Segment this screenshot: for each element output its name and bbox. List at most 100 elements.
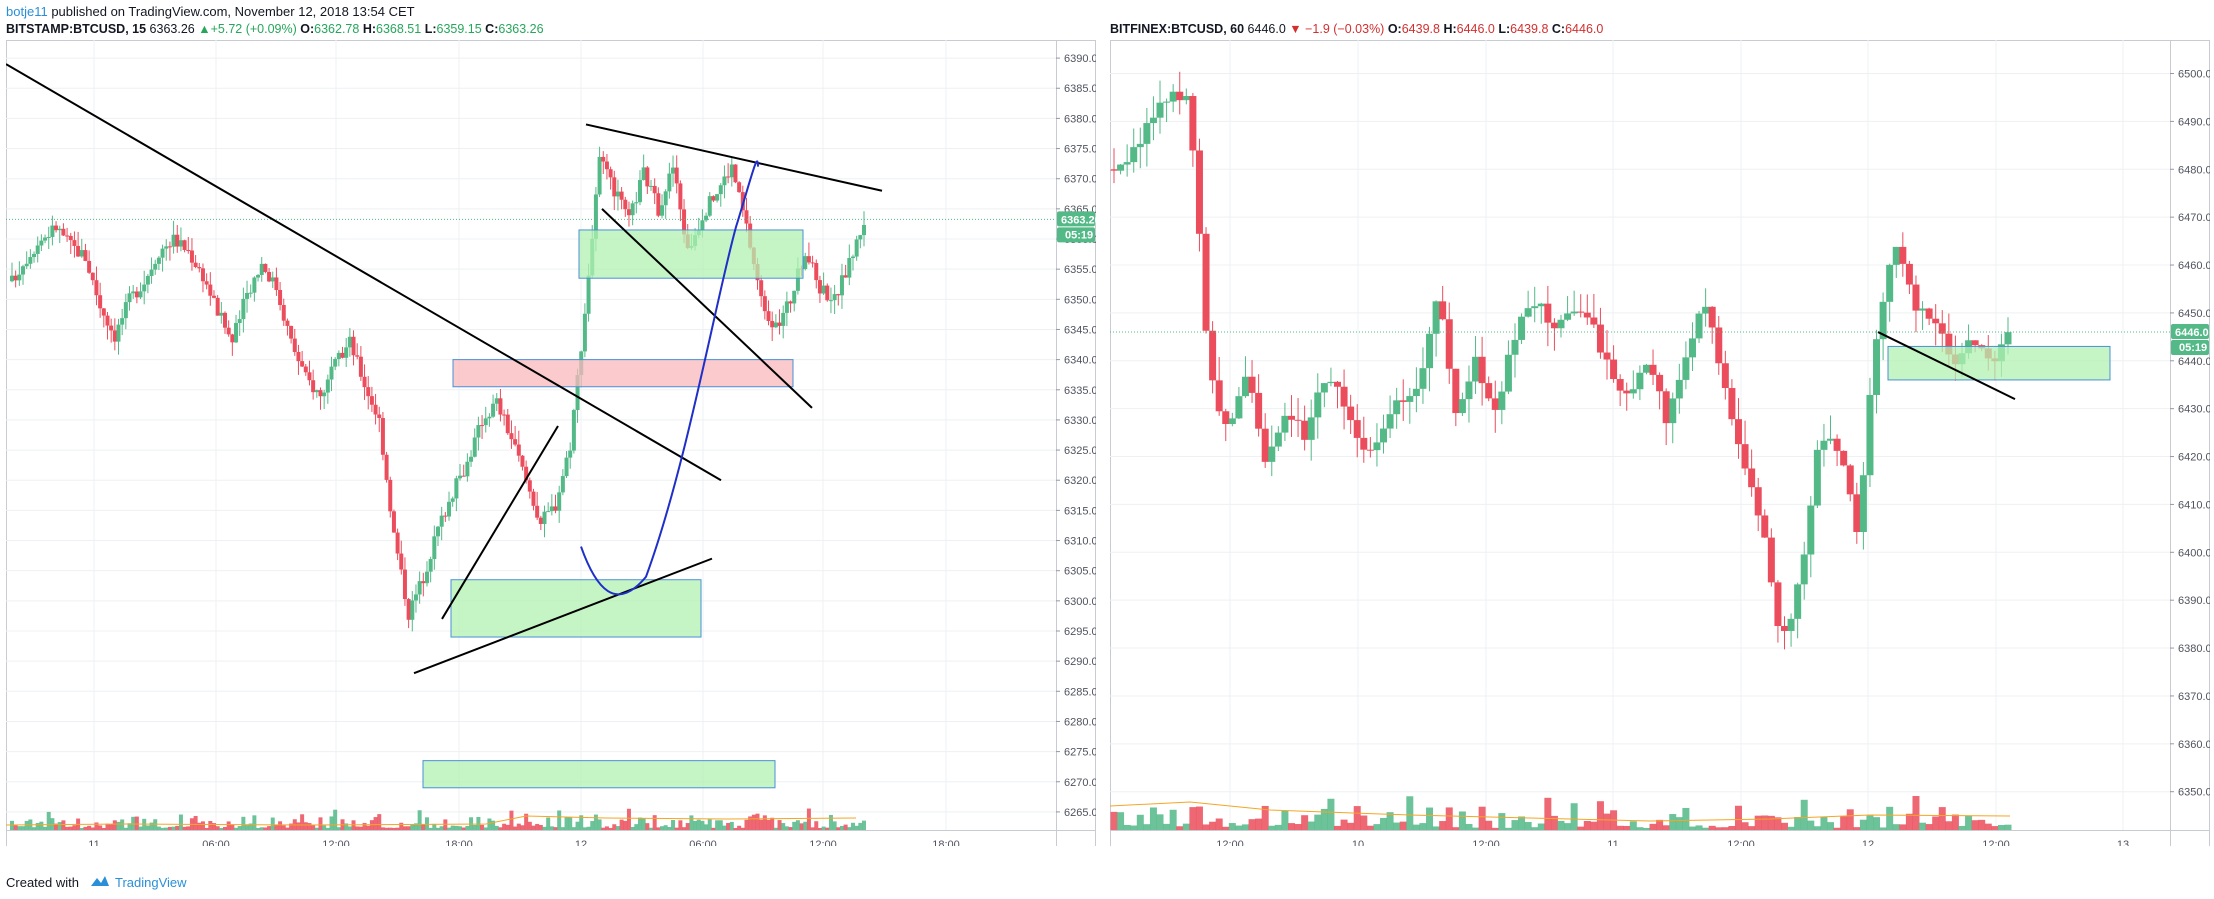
volume-bar [1373,824,1381,830]
volume-bar [1458,811,1466,830]
candle-body [447,501,452,517]
candle-body [546,511,551,513]
candle-body [626,209,631,216]
left-chart-svg[interactable]: 6390.006385.006380.006375.006370.006365.… [6,40,1096,846]
left-low: 6359.15 [436,22,482,36]
candle-body [637,180,642,203]
candle-body [171,234,176,247]
author-link[interactable]: botje11 [6,4,48,19]
volume-bar [1596,801,1604,830]
candle-body [384,454,389,480]
volume-bar [693,820,698,830]
right-chart-svg[interactable]: 6500.0 6490.0 6480.0 6470.0 6460.0 6450.0 6440… [1110,40,2210,846]
volume-bar [1971,820,1979,830]
volume-bar [634,824,639,830]
volume-bar [1564,823,1572,830]
candle-body [792,290,797,304]
volume-bar [788,827,793,830]
volume-bar [424,817,429,830]
countdown-bg [2171,340,2209,356]
volume-bar [1669,814,1677,830]
left-open: 6362.78 [314,22,360,36]
tradingview-brand-link[interactable]: TradingView [114,875,187,890]
volume-bar [487,818,492,830]
candle-body [604,161,609,170]
volume-bar [1938,807,1946,830]
volume-bar [336,827,341,830]
candle-body [149,269,154,276]
candle-body [120,318,125,325]
left-chart-panel[interactable]: 6390.006385.006380.006375.006370.006365.… [6,40,1096,846]
candle-body [237,319,242,324]
candle-body [285,320,290,326]
candle-body [1360,437,1368,450]
tradingview-logo-icon[interactable] [89,874,111,891]
candle-body [399,553,404,570]
candle-body [678,183,683,210]
y-tick-label: 6265.00 [1064,807,1096,819]
candle-body [1439,301,1447,320]
volume-bar [105,823,110,830]
volume-bar [663,825,668,830]
volume-bar [395,827,400,830]
volume-bar [1879,827,1887,830]
candle-body [1807,505,1815,555]
y-tick-label: 6385.00 [1064,83,1096,95]
x-tick-label: 12:00 [1982,839,2010,846]
volume-bar [524,813,529,830]
volume-bar [362,822,367,830]
price-label-bg [2171,324,2209,340]
candle-body [1327,381,1335,384]
volume-bar [186,826,191,830]
candle-body [1485,383,1493,399]
candle-body [358,356,363,377]
candle-body [847,257,852,278]
candle-body [417,581,422,595]
volume-bar [773,827,778,830]
volume-bar [806,808,811,830]
candle-body [1287,415,1295,420]
volume-bar [1570,803,1578,830]
volume-bar [57,822,62,830]
candle-body [10,275,14,282]
volume-bar [535,823,540,830]
volume-bar [564,817,569,830]
candle-body [406,599,411,620]
price-label: 6363.26 [1061,214,1096,226]
candle-body [1465,381,1473,400]
candle-body [557,492,562,511]
candle-body [1445,319,1453,369]
candle-body [777,322,782,326]
candle-body [1511,339,1519,355]
volume-bar [766,819,771,830]
volume-bar [234,827,239,830]
candle-body [564,457,569,477]
volume-bar [1905,813,1913,830]
candle-body [733,164,738,183]
volume-bar [549,826,554,830]
volume-bar [1426,807,1434,830]
volume-bar [208,821,213,830]
candle-body [369,396,374,405]
volume-bar [428,827,433,830]
candle-body [1524,308,1532,317]
volume-bar [711,827,716,830]
candle-body [21,266,26,275]
volume-bar [1347,822,1355,830]
candle-body [483,418,488,426]
candle-body [1715,327,1723,364]
volume-bar [538,824,543,830]
candle-body [1222,411,1230,425]
volume-bar [1327,798,1335,830]
volume-bar [1682,807,1690,830]
candle-body [1255,392,1263,429]
volume-bar [1241,824,1249,830]
candle-body [803,256,808,270]
right-chart-panel[interactable]: 6500.0 6490.0 6480.0 6470.0 6460.0 6450.0 6440… [1110,40,2210,846]
candle-body [200,268,205,282]
x-tick-label: 12:00 [322,839,350,846]
candle-body [744,210,749,224]
candle-body [204,281,209,285]
volume-bar [1518,816,1526,830]
x-tick-label: 12:00 [1216,839,1244,846]
